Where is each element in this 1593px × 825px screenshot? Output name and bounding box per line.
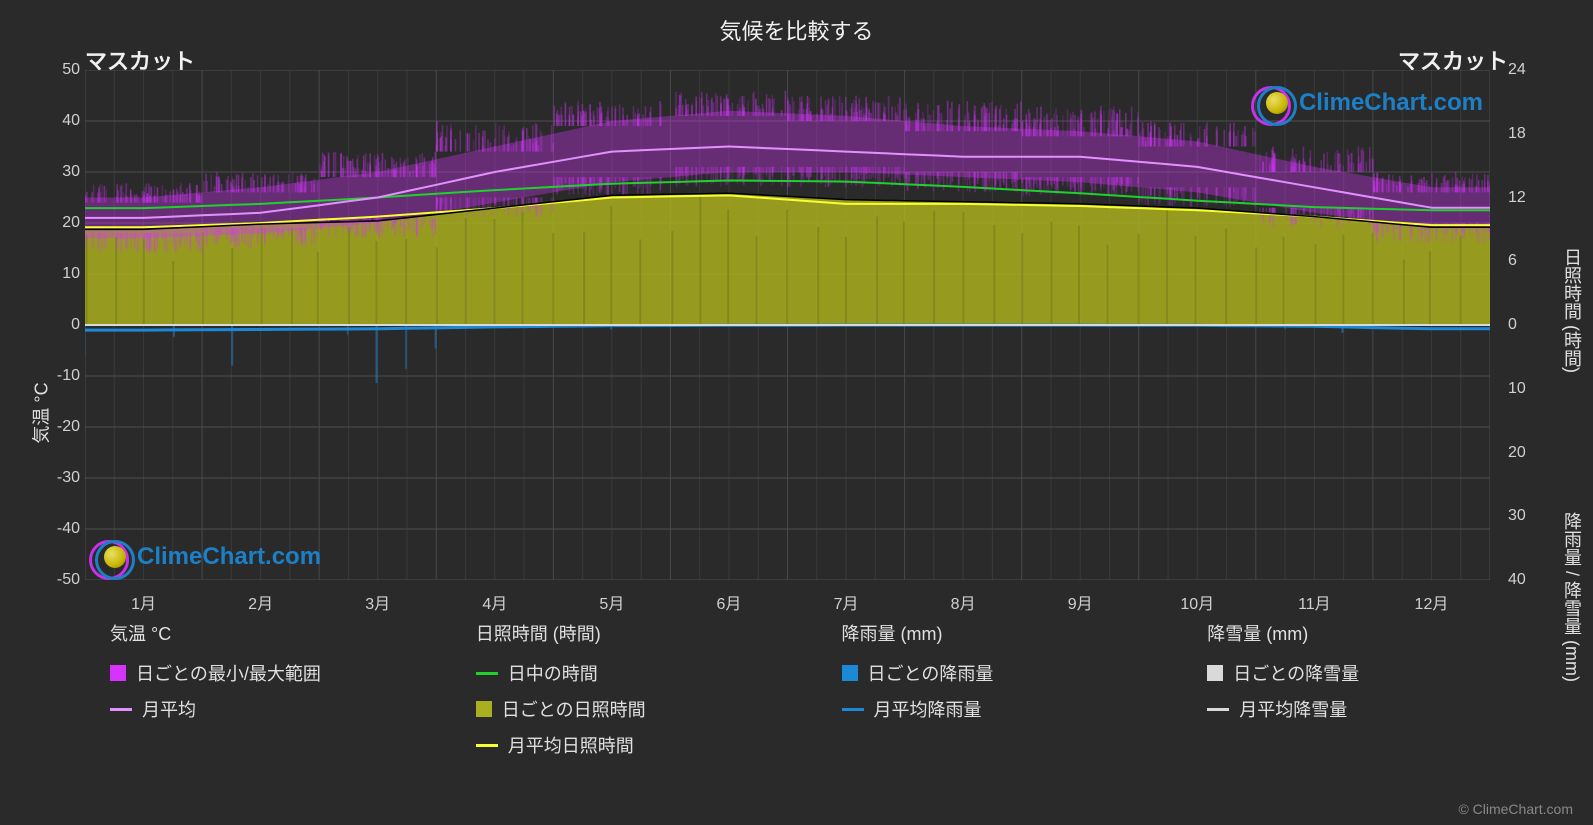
legend-label: 日中の時間 [508, 660, 598, 686]
y-tick-left: 30 [40, 163, 80, 181]
legend-swatch [110, 665, 126, 681]
legend-label: 月平均降雪量 [1239, 696, 1347, 722]
legend-item: 日ごとの降雨量 [842, 660, 1188, 686]
y-tick-right-sun: 18 [1508, 125, 1548, 143]
x-tick-month: 6月 [717, 590, 742, 614]
y-tick-right-sun: 0 [1508, 316, 1548, 334]
chart-title: 気候を比較する [0, 0, 1593, 46]
legend-heading: 日照時間 (時間) [476, 620, 822, 646]
legend-label: 日ごとの降雪量 [1233, 660, 1359, 686]
legend-column: 日照時間 (時間) 日中の時間日ごとの日照時間月平均日照時間 [476, 620, 822, 758]
y-tick-left: -10 [40, 367, 80, 385]
legend-label: 月平均日照時間 [508, 732, 634, 758]
legend-label: 日ごとの日照時間 [502, 696, 646, 722]
x-tick-month: 9月 [1068, 590, 1093, 614]
x-tick-month: 7月 [834, 590, 859, 614]
y-axis-right-label-sun: 日照時間 (時間) [1559, 248, 1585, 373]
legend-swatch [1207, 665, 1223, 681]
y-tick-right-sun: 12 [1508, 189, 1548, 207]
x-tick-month: 10月 [1180, 590, 1214, 614]
x-tick-month: 4月 [482, 590, 507, 614]
legend-label: 日ごとの降雨量 [868, 660, 994, 686]
climechart-logo-icon [1257, 86, 1291, 120]
legend-label: 月平均降雨量 [874, 696, 982, 722]
legend: 気温 °C 日ごとの最小/最大範囲月平均 日照時間 (時間) 日中の時間日ごとの日照時… [110, 620, 1553, 758]
x-tick-month: 11月 [1298, 590, 1331, 614]
y-tick-left: 50 [40, 61, 80, 79]
x-tick-month: 5月 [599, 590, 624, 614]
y-tick-right-sun: 6 [1508, 252, 1548, 270]
legend-label: 日ごとの最小/最大範囲 [136, 660, 321, 686]
copyright-text: © ClimeChart.com [1458, 801, 1573, 817]
legend-swatch [476, 701, 492, 717]
watermark-text: ClimeChart.com [137, 543, 321, 571]
legend-item: 月平均降雨量 [842, 696, 1188, 722]
climechart-logo-icon [95, 540, 129, 574]
legend-item: 月平均降雪量 [1207, 696, 1553, 722]
legend-column: 降雨量 (mm) 日ごとの降雨量月平均降雨量 [842, 620, 1188, 758]
y-tick-right-sun: 24 [1508, 61, 1548, 79]
legend-column: 降雪量 (mm) 日ごとの降雪量月平均降雪量 [1207, 620, 1553, 758]
legend-label: 月平均 [142, 696, 196, 722]
legend-item: 日ごとの最小/最大範囲 [110, 660, 456, 686]
y-tick-left: -50 [40, 571, 80, 589]
y-tick-right-precip: 10 [1508, 380, 1548, 398]
y-tick-left: -30 [40, 469, 80, 487]
legend-item: 日ごとの日照時間 [476, 696, 822, 722]
legend-swatch [476, 744, 498, 747]
x-tick-month: 12月 [1415, 590, 1449, 614]
watermark-text: ClimeChart.com [1299, 89, 1483, 117]
y-tick-left: 20 [40, 214, 80, 232]
y-tick-left: -40 [40, 520, 80, 538]
y-axis-right-label-precip: 降雨量 / 降雪量 (mm) [1559, 512, 1585, 682]
y-tick-left: 10 [40, 265, 80, 283]
legend-heading: 降雨量 (mm) [842, 620, 1188, 646]
legend-swatch [842, 665, 858, 681]
legend-item: 日ごとの降雪量 [1207, 660, 1553, 686]
x-tick-month: 8月 [951, 590, 976, 614]
legend-column: 気温 °C 日ごとの最小/最大範囲月平均 [110, 620, 456, 758]
legend-swatch [110, 708, 132, 711]
y-tick-right-precip: 30 [1508, 507, 1548, 525]
y-tick-left: 0 [40, 316, 80, 334]
legend-swatch [842, 708, 864, 711]
legend-heading: 降雪量 (mm) [1207, 620, 1553, 646]
legend-swatch [476, 672, 498, 675]
watermark-upper: ClimeChart.com [1257, 86, 1483, 120]
chart-plot [85, 70, 1490, 580]
legend-item: 月平均 [110, 696, 456, 722]
y-tick-right-precip: 40 [1508, 571, 1548, 589]
legend-item: 日中の時間 [476, 660, 822, 686]
legend-swatch [1207, 708, 1229, 711]
y-tick-left: -20 [40, 418, 80, 436]
y-tick-left: 40 [40, 112, 80, 130]
x-tick-month: 2月 [248, 590, 273, 614]
legend-heading: 気温 °C [110, 620, 456, 646]
x-tick-month: 3月 [365, 590, 390, 614]
legend-item: 月平均日照時間 [476, 732, 822, 758]
y-tick-right-precip: 20 [1508, 444, 1548, 462]
watermark-lower: ClimeChart.com [95, 540, 321, 574]
x-tick-month: 1月 [131, 590, 156, 614]
